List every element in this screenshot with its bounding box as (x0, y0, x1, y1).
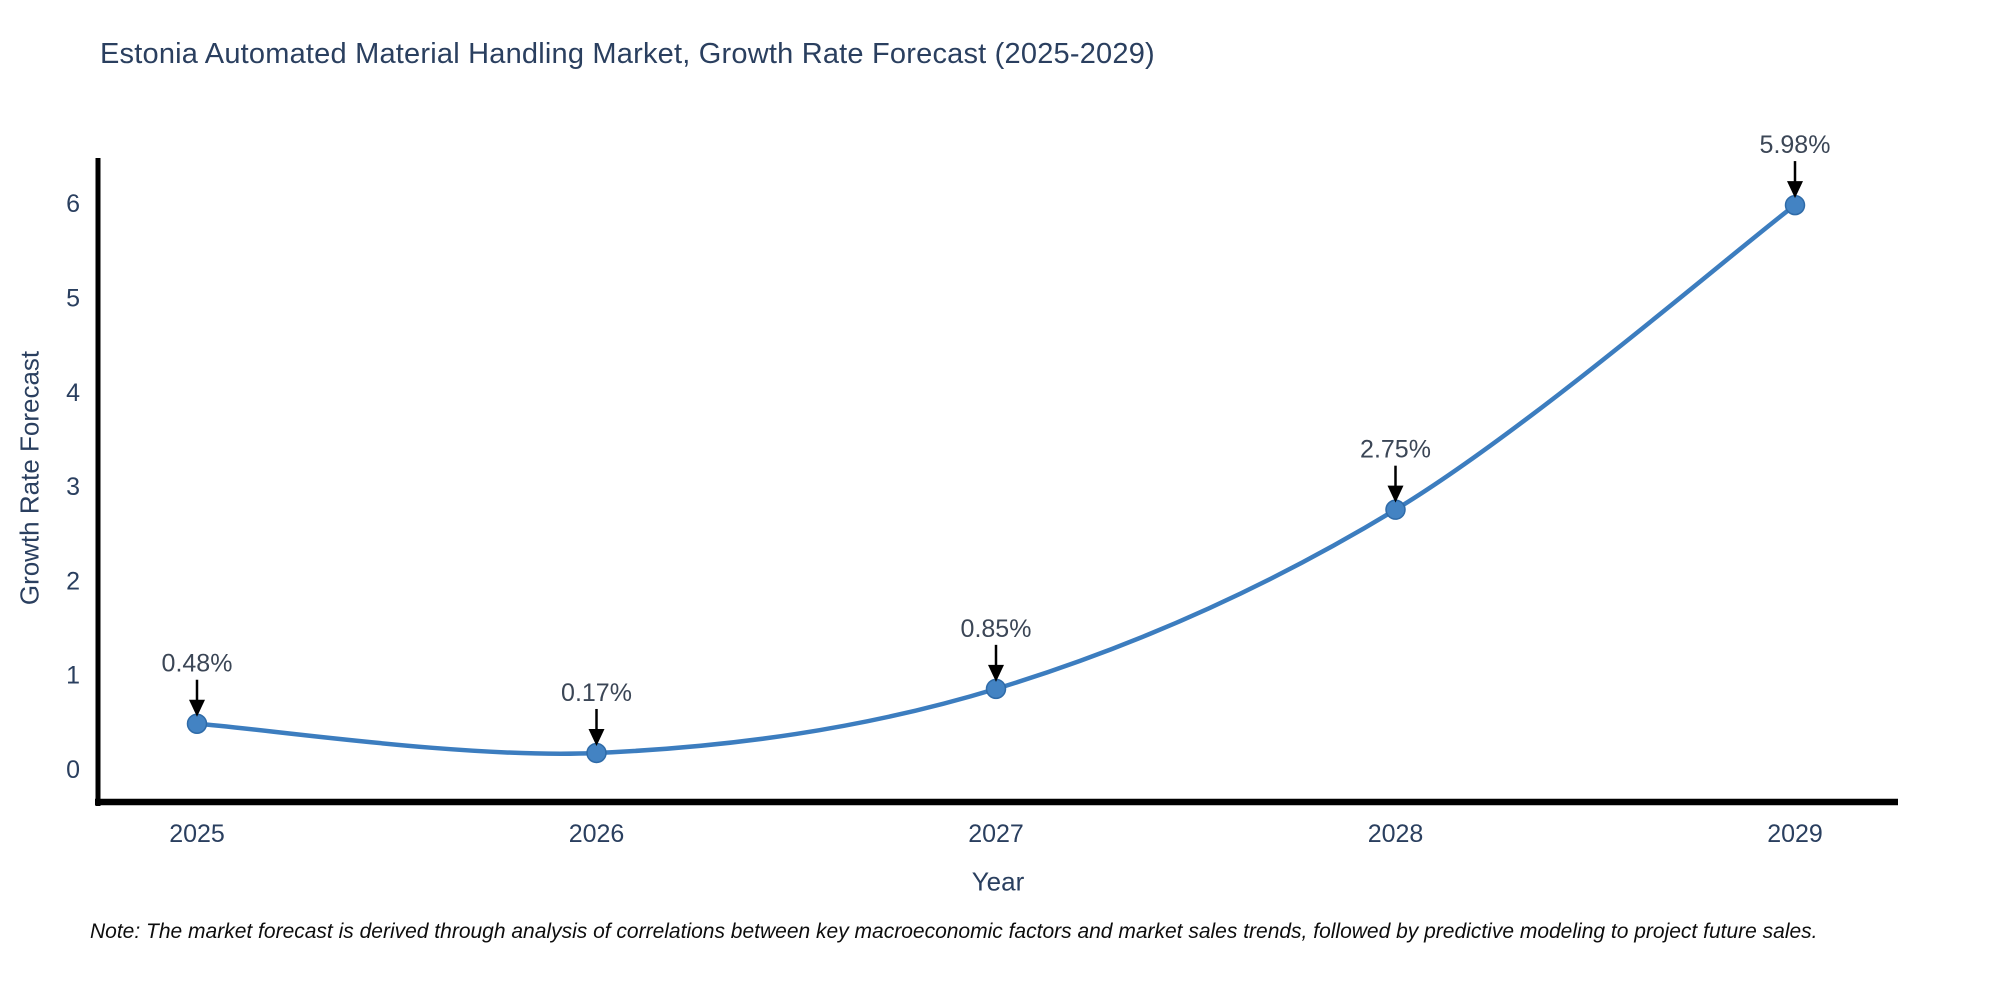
data-point-label: 5.98% (1760, 131, 1831, 159)
y-tick-label: 3 (66, 473, 80, 501)
x-axis-title: Year (971, 866, 1025, 897)
y-tick-label: 4 (66, 379, 80, 407)
data-point-marker (985, 678, 1007, 700)
annotation-arrowhead-icon (988, 664, 1004, 682)
annotation-arrowhead-icon (189, 699, 205, 717)
data-point-label: 2.75% (1360, 436, 1431, 464)
annotation-arrowhead-icon (1387, 485, 1404, 503)
annotation-arrowhead-icon (588, 728, 605, 746)
data-point-marker (186, 713, 208, 734)
chart-title: Estonia Automated Material Handling Mark… (100, 38, 1155, 70)
y-tick-label: 5 (66, 285, 80, 313)
data-point-marker (1385, 499, 1406, 520)
data-point-marker (1784, 194, 1806, 216)
x-tick-label: 2026 (569, 820, 625, 848)
x-tick-label: 2029 (1767, 820, 1823, 848)
x-tick-label: 2025 (169, 820, 225, 848)
y-tick-label: 1 (66, 662, 80, 690)
y-tick-label: 6 (66, 190, 80, 218)
y-tick-label: 2 (66, 567, 80, 595)
footnote: Note: The market forecast is derived thr… (90, 920, 1818, 943)
data-point-label: 0.85% (961, 615, 1032, 643)
x-tick-label: 2027 (968, 820, 1024, 848)
annotation-arrowhead-icon (1787, 181, 1803, 199)
data-point-label: 0.48% (162, 650, 233, 678)
data-point-marker (586, 742, 607, 764)
x-tick-label: 2028 (1368, 820, 1424, 848)
y-tick-label: 0 (66, 756, 80, 784)
data-point-label: 0.17% (561, 679, 632, 707)
